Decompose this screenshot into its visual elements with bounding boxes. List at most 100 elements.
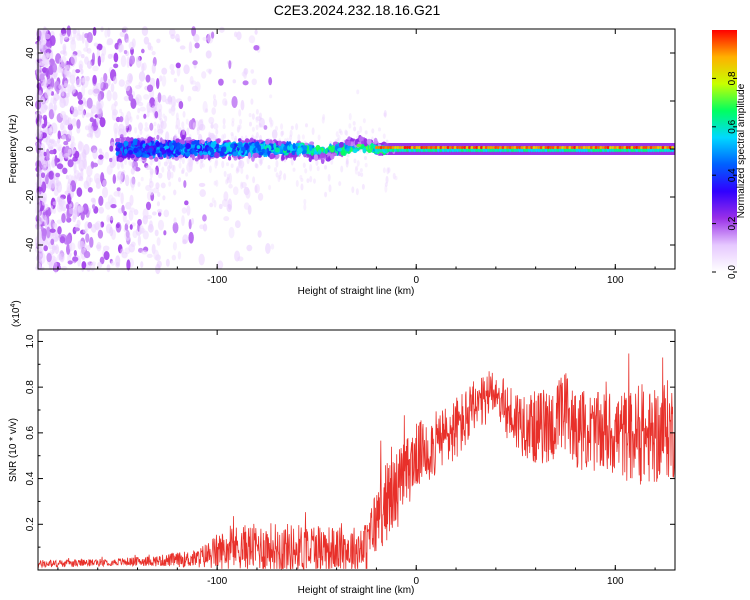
heatmap-cell xyxy=(92,85,99,97)
heatmap-cell xyxy=(163,230,167,236)
colorbar-tick-label: 0.2 xyxy=(727,216,738,230)
heatmap-cell xyxy=(127,130,131,135)
heatmap-cell xyxy=(139,106,146,112)
heatmap-cell xyxy=(274,147,280,153)
heatmap-cell xyxy=(324,165,328,170)
heatmap-cell xyxy=(118,157,124,163)
heatmap-cell xyxy=(52,140,58,147)
heatmap-y-axis-label: Frequency (Hz) xyxy=(8,115,19,184)
heatmap-cell xyxy=(119,44,125,52)
heatmap-cell xyxy=(86,165,93,177)
heatmap-cell xyxy=(352,121,356,126)
heatmap-cell xyxy=(167,165,171,171)
heatmap-cell xyxy=(145,201,152,211)
colorbar: 0.0 0.2 0.4 0.6 0.8 Normalized spectral ampl… xyxy=(712,30,747,279)
heatmap-cell xyxy=(131,183,135,191)
heatmap-cell xyxy=(308,144,313,151)
heatmap-cell xyxy=(250,98,254,105)
heatmap-cell xyxy=(137,181,141,187)
heatmap-cell xyxy=(178,177,182,183)
heatmap-cell xyxy=(181,157,185,165)
heatmap-cell xyxy=(185,137,191,141)
heatmap-y-ticks: -40 -20 0 20 40 xyxy=(25,47,675,252)
heatmap-cell xyxy=(125,201,132,210)
heatmap-cell xyxy=(292,167,296,172)
heatmap-cell xyxy=(403,145,407,150)
heatmap-cell xyxy=(181,167,185,174)
heatmap-cell xyxy=(566,145,569,150)
heatmap-cell xyxy=(111,111,117,121)
heatmap-cell xyxy=(255,124,259,131)
heatmap-cell xyxy=(49,125,56,133)
heatmap-cell xyxy=(532,145,536,150)
heatmap-cell xyxy=(193,34,200,43)
heatmap-cell xyxy=(213,200,217,208)
heatmap-cell xyxy=(84,125,90,131)
heatmap-cell xyxy=(36,82,42,90)
heatmap-cell xyxy=(131,38,136,48)
heatmap-cell xyxy=(196,145,201,150)
heatmap-cell xyxy=(170,69,175,75)
heatmap-cell xyxy=(99,76,104,89)
heatmap-cell xyxy=(273,142,277,150)
heatmap-cell xyxy=(129,116,133,123)
heatmap-cell xyxy=(181,215,185,227)
heatmap-cell xyxy=(191,154,195,161)
heatmap-cell xyxy=(181,207,187,214)
heatmap-cell xyxy=(297,134,301,142)
heatmap-cell xyxy=(303,203,307,211)
heatmap-cell xyxy=(95,109,100,115)
heatmap-cell xyxy=(348,123,352,129)
heatmap-cell xyxy=(53,93,60,101)
heatmap-cell xyxy=(392,172,396,180)
heatmap-cell xyxy=(161,166,165,173)
heatmap-cell xyxy=(671,145,675,150)
heatmap-cell xyxy=(98,195,104,207)
heatmap-cell xyxy=(116,175,120,181)
heatmap-cell xyxy=(68,129,73,139)
heatmap-cell xyxy=(38,176,43,187)
heatmap-cell xyxy=(141,250,148,255)
heatmap-cell xyxy=(234,250,241,262)
heatmap-cell xyxy=(226,173,230,181)
heatmap-cell xyxy=(255,116,259,123)
heatmap-cell xyxy=(156,201,160,207)
heatmap-cell xyxy=(144,154,150,158)
heatmap-cell xyxy=(406,145,409,150)
heatmap-cell xyxy=(66,208,70,220)
heatmap-cell xyxy=(181,121,185,129)
snr-y-tick-label: 1.0 xyxy=(25,334,36,348)
heatmap-cell xyxy=(537,145,541,150)
heatmap-cell xyxy=(180,139,186,145)
heatmap-cell xyxy=(199,224,205,230)
heatmap-cell xyxy=(609,145,612,150)
heatmap-cell xyxy=(89,117,95,123)
heatmap-cell xyxy=(113,76,118,85)
snr-plot-area xyxy=(38,330,675,570)
heatmap-cell xyxy=(149,160,153,166)
heatmap-cell xyxy=(92,149,98,160)
heatmap-cell xyxy=(186,127,190,136)
heatmap-cell xyxy=(46,61,51,67)
heatmap-cell xyxy=(160,120,164,129)
heatmap-cell xyxy=(611,145,615,150)
heatmap-cell xyxy=(86,261,92,272)
heatmap-cell xyxy=(102,245,110,252)
heatmap-cell xyxy=(589,145,593,150)
heatmap-cell xyxy=(156,38,161,44)
heatmap-cell xyxy=(80,54,85,59)
heatmap-cell xyxy=(410,145,414,150)
heatmap-cell xyxy=(382,167,386,174)
heatmap-cell xyxy=(223,91,227,97)
heatmap-cell xyxy=(63,140,69,146)
snr-panel: -100 0 100 0.2 0.4 0.6 0.8 1.0 Height of strai… xyxy=(8,300,676,596)
heatmap-cell xyxy=(157,172,163,179)
heatmap-cell xyxy=(179,45,186,50)
heatmap-cell xyxy=(366,138,372,145)
heatmap-cell xyxy=(87,187,93,193)
heatmap-cell xyxy=(163,209,170,218)
heatmap-cell xyxy=(542,145,546,150)
heatmap-cell xyxy=(159,75,163,82)
heatmap-cell xyxy=(340,165,344,173)
heatmap-cell xyxy=(194,81,201,92)
